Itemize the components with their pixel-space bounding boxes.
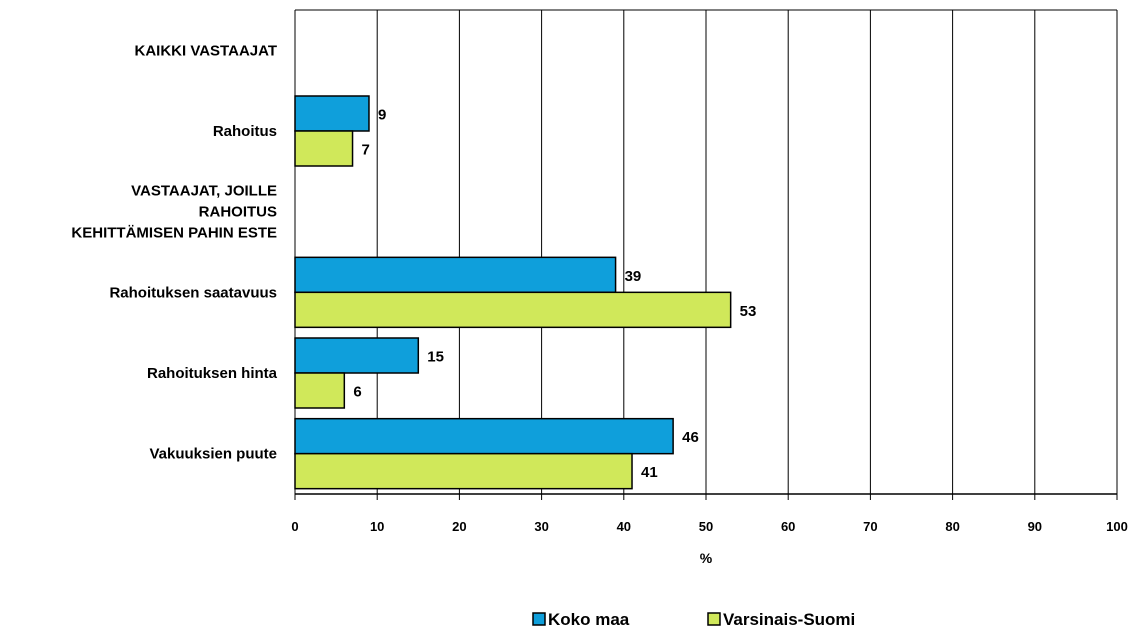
x-tick-label: 30	[534, 519, 548, 534]
bar-varsinais-suomi-1	[294, 130, 354, 167]
x-tick-label: 20	[452, 519, 466, 534]
legend-swatch	[707, 612, 721, 626]
bar-varsinais-suomi-5	[294, 452, 633, 490]
bar-varsinais-suomi-3	[294, 291, 732, 329]
data-label: 41	[641, 464, 658, 481]
category-label: KEHITTÄMISEN PAHIN ESTE	[71, 225, 277, 242]
grid-lines	[294, 9, 1118, 494]
bar-koko-maa-4	[294, 337, 420, 374]
legend: Koko maa Varsinais-Suomi	[532, 610, 855, 629]
category-label: RAHOITUS	[199, 204, 277, 221]
bar-varsinais-suomi-4	[294, 372, 346, 409]
data-label: 46	[682, 429, 699, 446]
data-label: 39	[625, 268, 642, 285]
legend-swatch	[532, 612, 546, 626]
category-label: Rahoituksen saatavuus	[109, 284, 277, 301]
legend-label: Varsinais-Suomi	[723, 610, 855, 629]
x-axis-title: %	[700, 550, 713, 566]
x-tick-label: 10	[370, 519, 384, 534]
x-axis: 0 10 20 30 40 50 60 70 80 90 100	[291, 493, 1128, 534]
x-tick-label: 50	[699, 519, 713, 534]
category-label: VASTAAJAT, JOILLE	[131, 183, 277, 200]
data-label: 9	[378, 107, 386, 124]
x-tick-label: 90	[1028, 519, 1042, 534]
category-label: Rahoituksen hinta	[147, 365, 278, 382]
x-tick-label: 60	[781, 519, 795, 534]
category-label: KAIKKI VASTAAJAT	[135, 42, 278, 59]
data-label: 15	[427, 349, 444, 366]
legend-label: Koko maa	[548, 610, 630, 629]
category-labels: KAIKKI VASTAAJAT Rahoitus VASTAAJAT, JOILL…	[71, 42, 277, 462]
data-label: 7	[362, 142, 370, 159]
x-tick-label: 70	[863, 519, 877, 534]
category-label: Rahoitus	[213, 123, 277, 140]
data-label: 53	[740, 303, 757, 320]
x-tick-label: 0	[291, 519, 298, 534]
x-tick-label: 100	[1106, 519, 1128, 534]
bar-koko-maa-5	[294, 417, 674, 455]
bar-koko-maa-3	[294, 256, 617, 294]
bar-koko-maa-1	[294, 95, 370, 132]
category-label: Vakuuksien puute	[149, 446, 277, 463]
value-labels: 9 7 39 53 15 6 46 41	[353, 107, 756, 482]
bars	[294, 95, 732, 490]
x-tick-label: 80	[945, 519, 959, 534]
data-label: 6	[353, 384, 361, 401]
x-tick-label: 40	[617, 519, 631, 534]
